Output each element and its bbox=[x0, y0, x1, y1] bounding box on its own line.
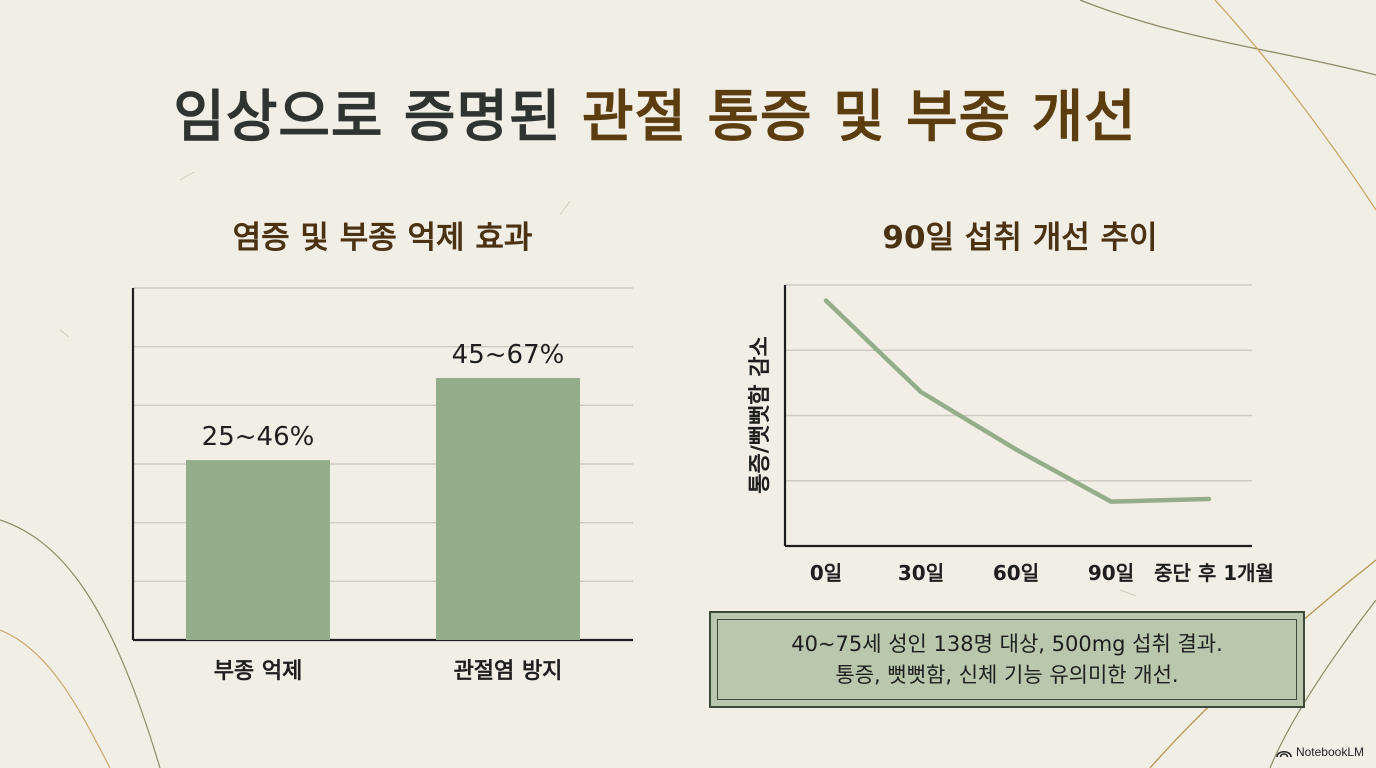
page-title-part1: 임상으로 증명된 bbox=[173, 85, 562, 150]
bar-chart-title: 염증 및 부종 억제 효과 bbox=[232, 220, 533, 256]
bar-category-label: 관절염 방지 bbox=[454, 659, 563, 684]
bar bbox=[436, 377, 580, 640]
bar-data-label: 25~46% bbox=[202, 422, 315, 452]
notebook-icon bbox=[1276, 750, 1292, 758]
line-tick-label: 90일 bbox=[1088, 561, 1134, 585]
bar-data-label: 45~67% bbox=[452, 340, 565, 370]
study-note-line-1: 40~75세 성인 138명 대상, 500mg 섭취 결과. bbox=[791, 632, 1223, 657]
page-title: 임상으로 증명된 관절 통증 및 부종 개선 bbox=[0, 72, 1310, 153]
study-note-line-2: 통증, 뻣뻣함, 신체 기능 유의미한 개선. bbox=[835, 662, 1179, 687]
bar bbox=[186, 460, 330, 640]
brand-text: NotebookLM bbox=[1295, 745, 1364, 759]
study-note-inner: 40~75세 성인 138명 대상, 500mg 섭취 결과. 통증, 뻣뻣함,… bbox=[717, 619, 1297, 700]
page-title-part2: 관절 통증 및 부종 개선 bbox=[581, 85, 1137, 150]
line-chart-title: 90일 섭취 개선 추이 bbox=[882, 220, 1158, 256]
study-note-box: 40~75세 성인 138명 대상, 500mg 섭취 결과. 통증, 뻣뻣함,… bbox=[709, 611, 1305, 708]
line-tick-label: 중단 후 1개월 bbox=[1154, 561, 1274, 585]
brand-logo: NotebookLM bbox=[1276, 745, 1364, 759]
line-tick-label: 30일 bbox=[898, 561, 944, 585]
line-tick-label: 60일 bbox=[993, 561, 1039, 585]
line-series bbox=[823, 298, 1212, 504]
line-tick-label: 0일 bbox=[810, 561, 842, 585]
bar-category-label: 부종 억제 bbox=[214, 659, 303, 684]
line-y-axis-label: 통증/뻣뻣함 감소 bbox=[748, 336, 773, 493]
